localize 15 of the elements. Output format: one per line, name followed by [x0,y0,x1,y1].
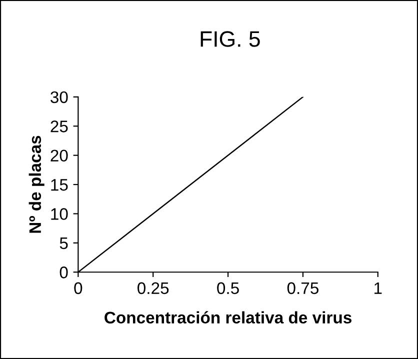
x-tick-label: 0 [74,282,82,294]
y-tick-label: 5 [60,237,68,250]
y-tick-label: 0 [60,266,68,278]
x-tick-label: 0.5 [217,282,239,294]
y-tick-label: 10 [51,208,68,220]
y-tick-label: 20 [50,150,68,162]
x-axis-title: Concentración relativa de virus [104,311,352,324]
y-tick-label: 15 [51,179,68,191]
y-tick-label: 25 [50,120,68,132]
y-tick-label: 30 [50,91,68,104]
chart-title: FIG. 5 [200,31,260,47]
x-tick-label: 0.75 [287,282,318,294]
x-tick-label: 0.25 [138,282,169,294]
x-tick-label: 1 [374,282,382,294]
y-axis-title: Nº de placas [28,136,44,233]
